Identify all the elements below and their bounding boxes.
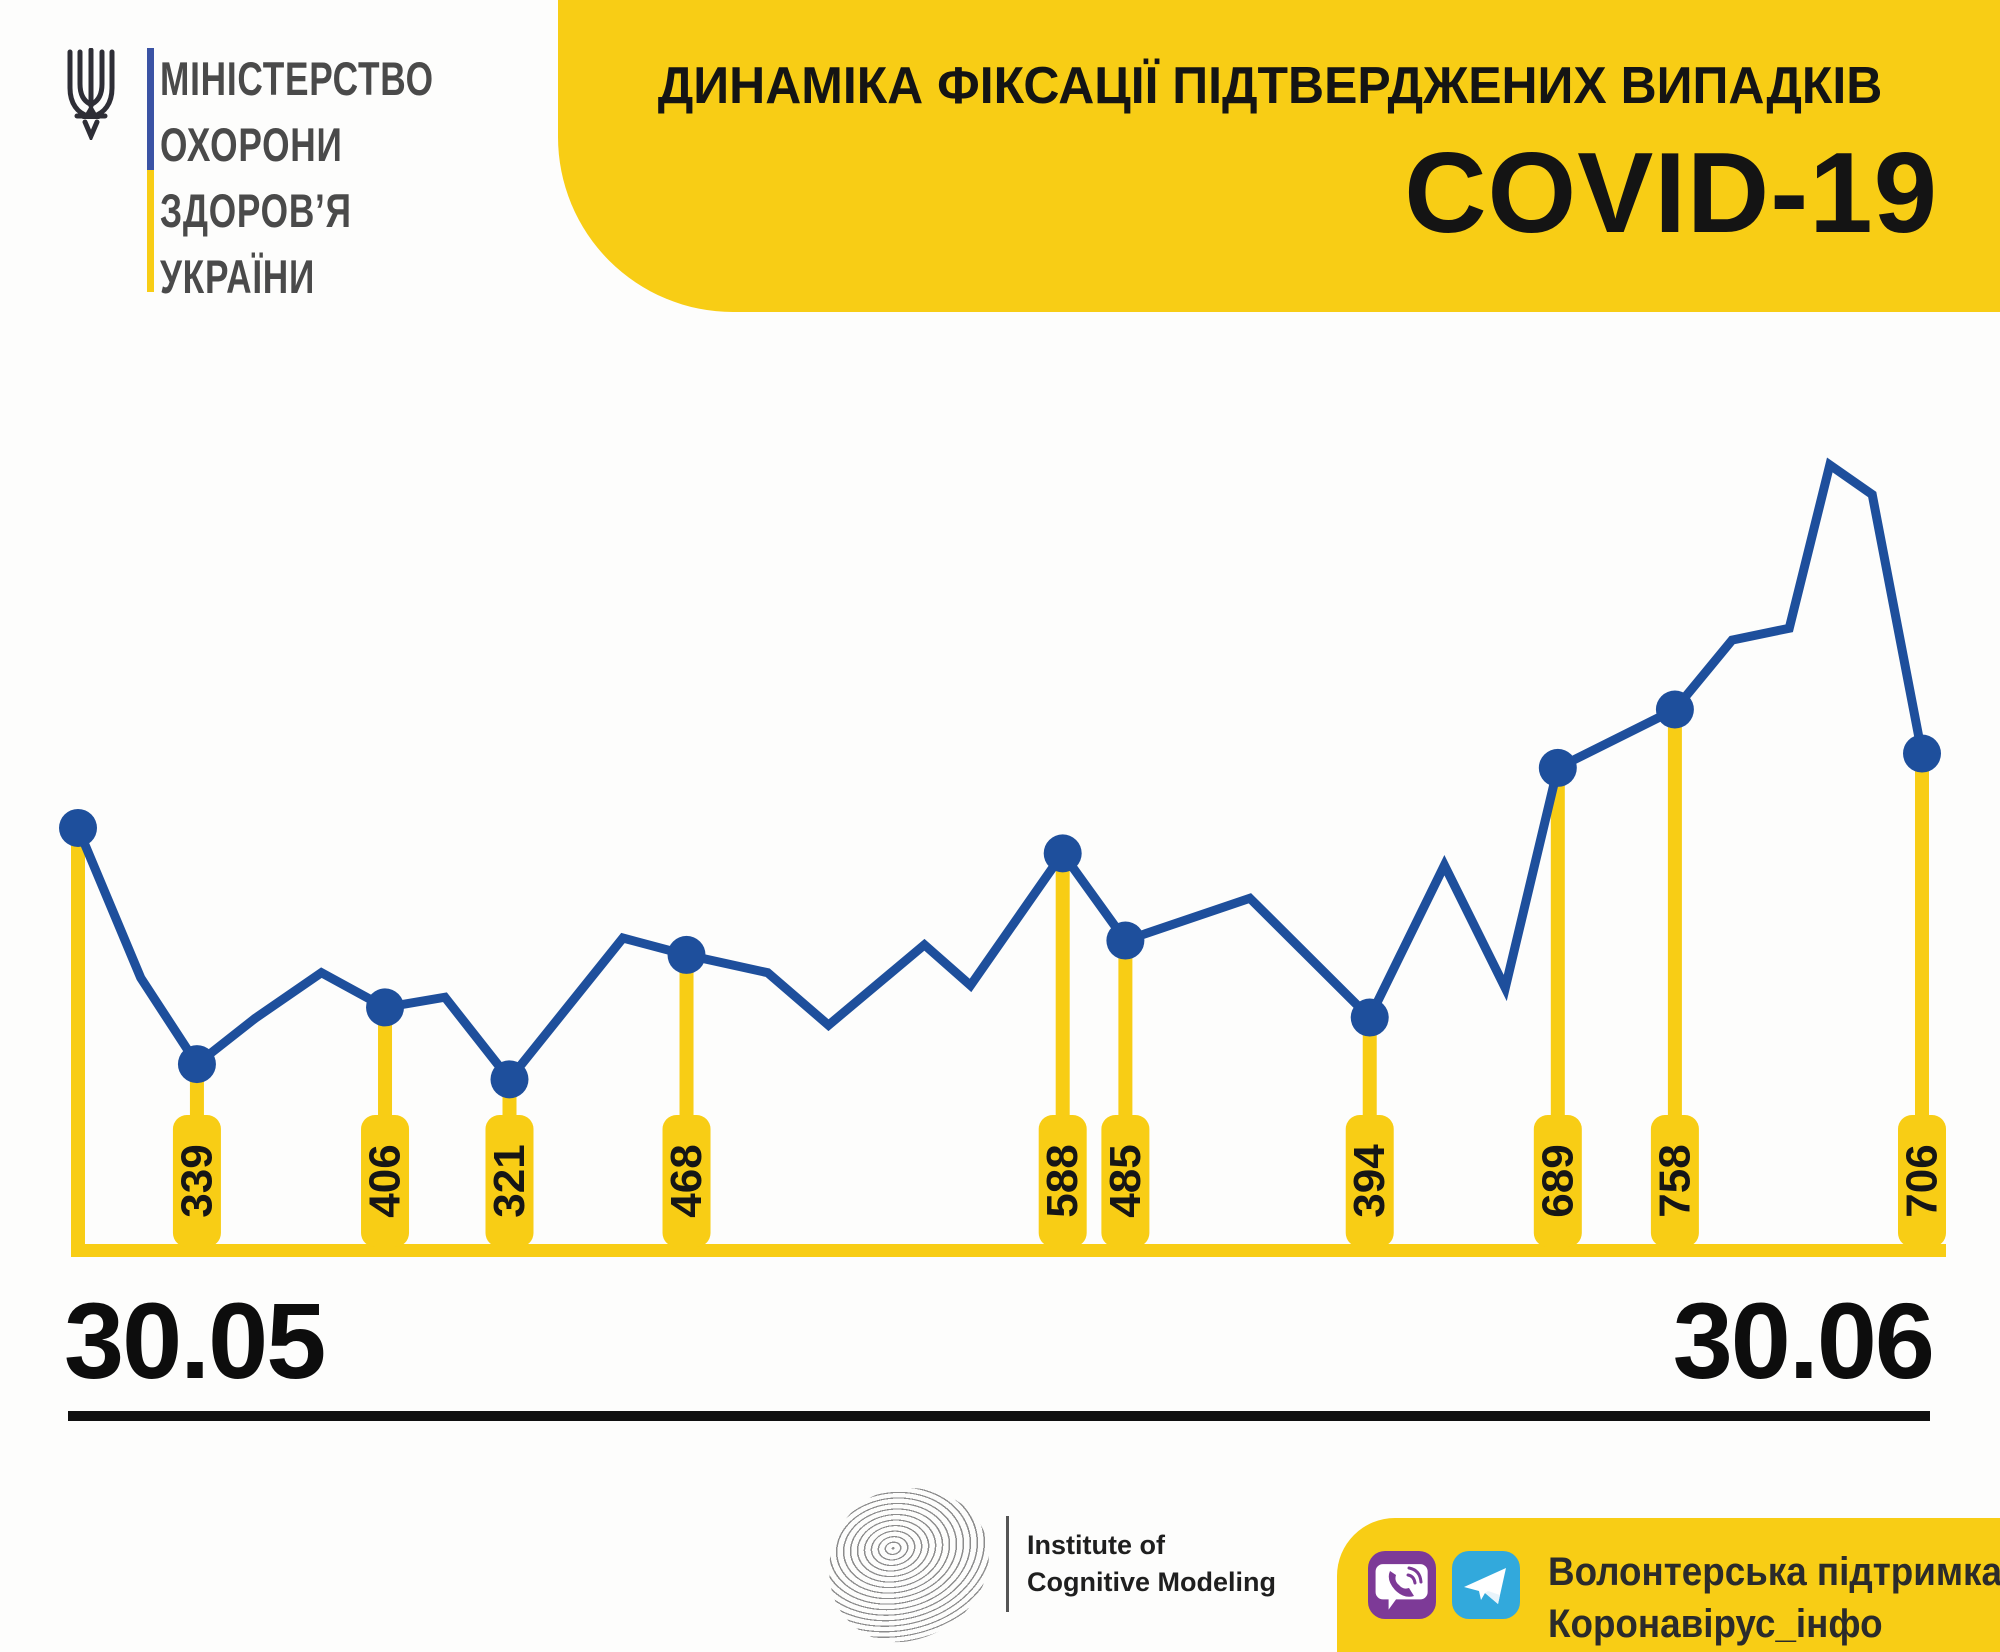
trident-icon <box>67 48 115 140</box>
value-label-box <box>1650 1115 1699 1247</box>
icm-name-line1: Institute of <box>1027 1530 1165 1560</box>
stem <box>679 954 694 1125</box>
flag-bar-yellow <box>147 170 154 292</box>
viber-icon <box>1368 1551 1436 1619</box>
data-point-dot <box>1655 690 1694 729</box>
flag-bar-blue <box>147 48 154 170</box>
ministry-name-line: ЗДОРОВ’Я <box>160 184 352 237</box>
axis-end-date: 30.06 <box>1672 1280 1935 1401</box>
data-point-dot <box>1043 834 1082 873</box>
value-label: 394 <box>1345 1144 1394 1218</box>
x-axis-baseline <box>75 1244 1946 1257</box>
value-label-box <box>361 1115 410 1247</box>
stem <box>1362 1017 1377 1125</box>
value-label-box <box>172 1115 221 1247</box>
value-label-box <box>1345 1115 1394 1247</box>
value-label: 339 <box>172 1144 221 1217</box>
icm-waves-logo-icon <box>816 1475 1002 1652</box>
value-label: 588 <box>1038 1144 1087 1217</box>
data-point-dot <box>1106 921 1145 960</box>
flag-bar <box>147 48 154 292</box>
support-text-line2: Коронавірус_інфо <box>1548 1602 1883 1646</box>
value-label: 406 <box>361 1144 410 1217</box>
value-label-box <box>662 1115 711 1247</box>
stem <box>1118 940 1133 1125</box>
support-banner: Волонтерська підтримка: Коронавірус_інфо <box>1337 1518 2000 1652</box>
value-label-box <box>485 1115 534 1247</box>
value-label: 468 <box>662 1144 711 1217</box>
value-label: 758 <box>1650 1144 1699 1217</box>
ministry-name-line: МІНІСТЕРСТВО <box>160 52 434 105</box>
icm-name-line2: Cognitive Modeling <box>1027 1567 1276 1597</box>
covid-19-title: COVID-19 <box>1404 130 1938 257</box>
ministry-name-line: ОХОРОНИ <box>160 118 343 171</box>
ministry-name: МІНІСТЕРСТВО ОХОРОНИ ЗДОРОВ’Я УКРАЇНИ <box>160 46 475 310</box>
value-label: 321 <box>485 1144 534 1217</box>
data-point-dot <box>1350 998 1389 1037</box>
cases-line <box>73 457 1927 1087</box>
value-label-box <box>1533 1115 1582 1247</box>
page-title: ДИНАМІКА ФІКСАЦІЇ ПІДТВЕРДЖЕНИХ ВИПАДКІВ <box>657 57 1883 115</box>
value-label: 485 <box>1101 1144 1150 1217</box>
axis-start-date: 30.05 <box>64 1280 326 1401</box>
data-point-dot <box>1538 748 1577 787</box>
support-text: Волонтерська підтримка: Коронавірус_інфо <box>1548 1546 2000 1650</box>
stem <box>71 827 85 1257</box>
data-point-dot <box>366 988 405 1027</box>
ministry-logo-block: МІНІСТЕРСТВО ОХОРОНИ ЗДОРОВ’Я УКРАЇНИ <box>62 44 433 303</box>
divider-rule <box>68 1411 1930 1421</box>
stem <box>378 1007 393 1125</box>
ministry-name-line: УКРАЇНИ <box>160 250 316 303</box>
title-banner <box>558 0 2000 312</box>
value-label: 689 <box>1533 1144 1582 1217</box>
value-label-box <box>1038 1115 1087 1247</box>
data-point-dot <box>1903 734 1941 773</box>
data-point-dot <box>490 1060 529 1099</box>
data-point-dot <box>59 808 97 847</box>
value-label-box <box>1898 1115 1946 1247</box>
support-icons <box>1368 1551 1520 1619</box>
stem <box>1667 709 1682 1125</box>
icm-name: Institute of Cognitive Modeling <box>1027 1527 1276 1601</box>
stem <box>1055 853 1070 1125</box>
value-label: 706 <box>1898 1144 1947 1217</box>
stem <box>1915 753 1929 1125</box>
telegram-icon <box>1452 1551 1520 1619</box>
icm-divider <box>1006 1516 1009 1612</box>
support-text-line1: Волонтерська підтримка: <box>1548 1550 2000 1594</box>
data-point-dot <box>177 1045 216 1084</box>
icm-logo-block: Institute of Cognitive Modeling <box>816 1475 1276 1652</box>
data-point-dot <box>667 935 706 974</box>
stem <box>1550 767 1565 1125</box>
value-label-box <box>1101 1115 1150 1247</box>
